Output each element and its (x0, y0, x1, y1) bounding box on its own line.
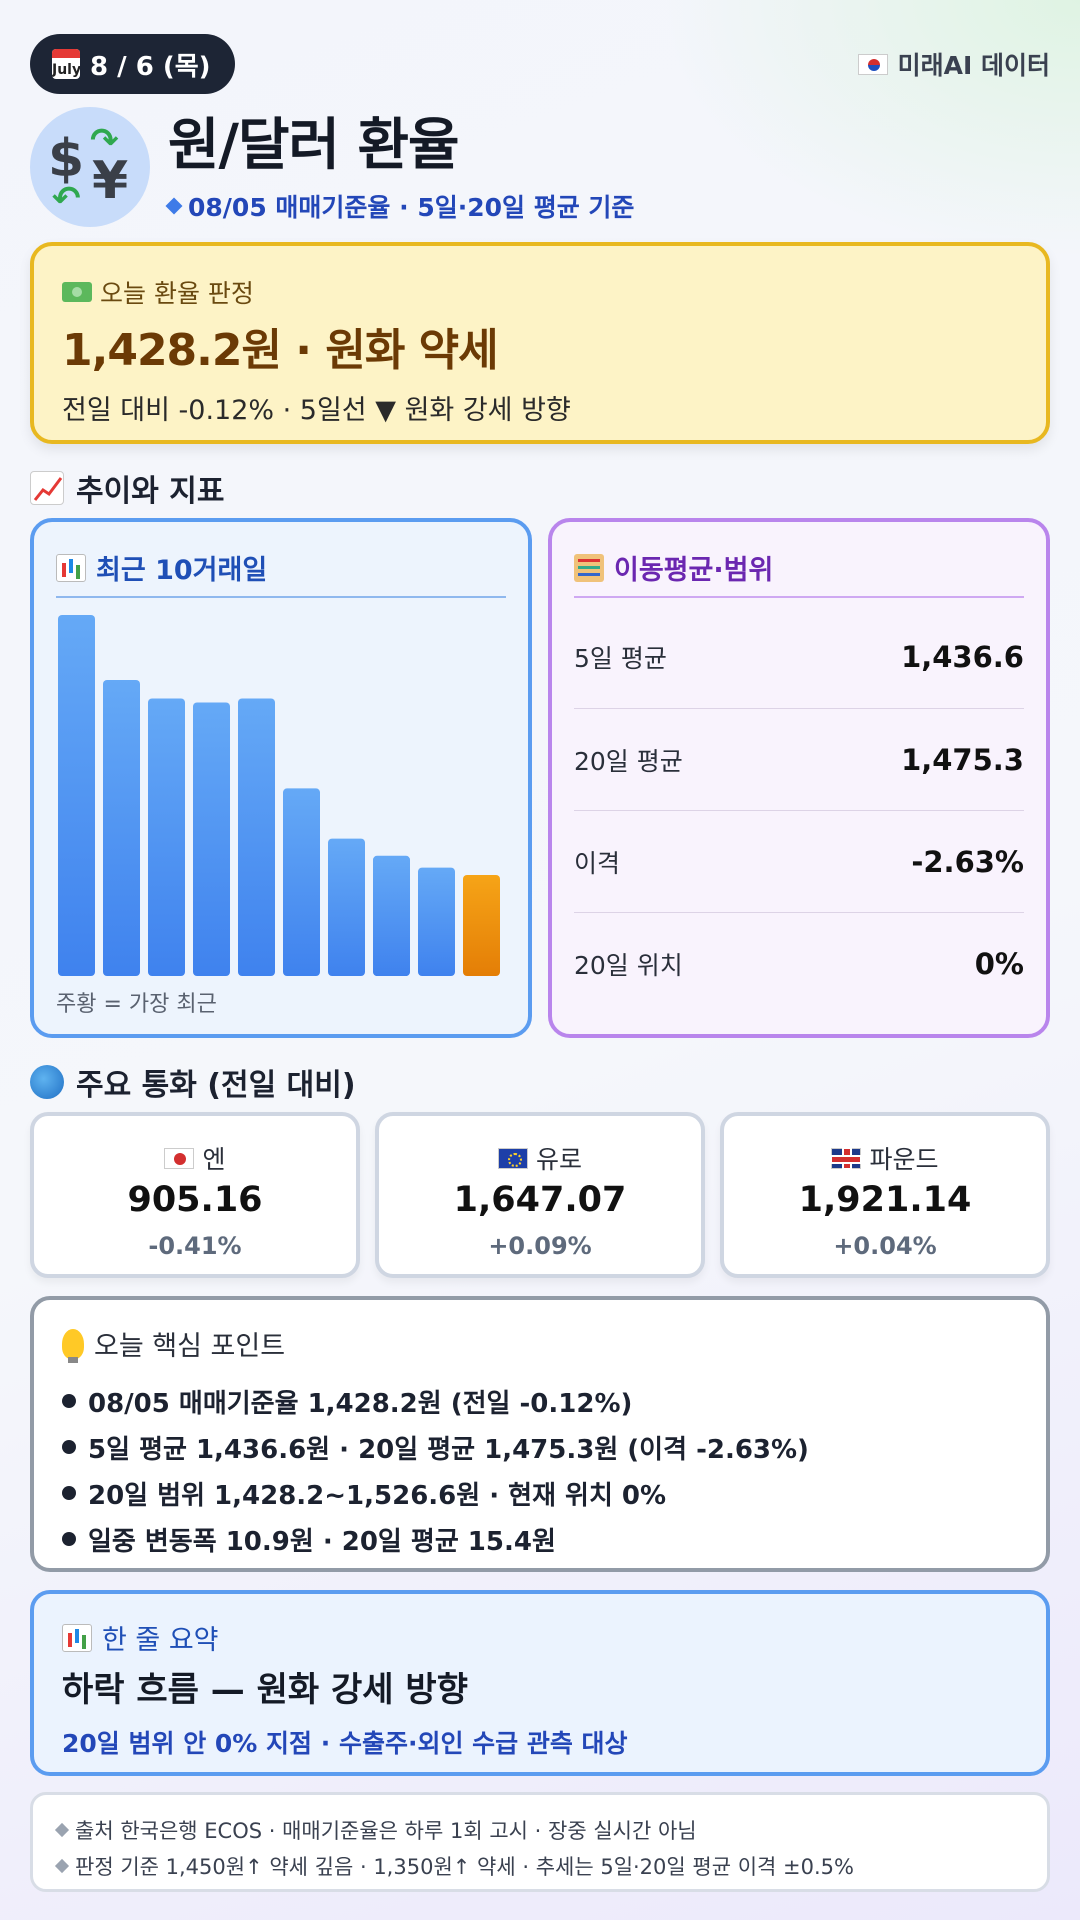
diamond-icon (165, 197, 183, 215)
divider (56, 596, 506, 598)
key-points-title: 오늘 핵심 포인트 (62, 1324, 285, 1363)
chart-caption: 주황 = 가장 최근 (56, 992, 217, 1017)
key-points-card: 오늘 핵심 포인트 08/05 매매기준율 1,428.2원 (전일 -0.12… (30, 1296, 1050, 1572)
bullet-icon (62, 1394, 76, 1408)
section-title-trend: 추이와 지표 (30, 466, 224, 510)
currency-change: +0.04% (833, 1232, 937, 1260)
bar-chart-icon (62, 1623, 92, 1652)
page-title: 원/달러 환율 (168, 113, 460, 178)
bar (328, 838, 365, 976)
footer-line-source: 출처 한국은행 ECOS · 매매기준율은 하루 1회 고시 · 장중 실시간 … (54, 1815, 697, 1845)
bullet-icon (62, 1532, 76, 1546)
date-text: 8 / 6 (목) (90, 51, 211, 82)
currency-value: 1,647.07 (453, 1180, 627, 1220)
globe-icon (30, 1065, 64, 1099)
chart-card-title: 최근 10거래일 (56, 548, 267, 587)
diamond-icon (54, 1822, 70, 1838)
bar (58, 615, 95, 976)
footer-line-criteria: 판정 기준 1,450원↑ 약세 깊음 · 1,350원↑ 약세 · 추세는 5… (54, 1851, 854, 1881)
calendar-icon: July (52, 49, 80, 79)
korea-flag-icon (857, 53, 888, 75)
summary-title: 한 줄 요약 (62, 1618, 219, 1657)
list-item: 5일 평균 1,436.6원 · 20일 평균 1,475.3원 (이격 -2.… (62, 1424, 809, 1470)
verdict-detail: 전일 대비 -0.12% · 5일선 ▼ 원화 강세 방향 (62, 395, 571, 426)
japan-flag-icon (164, 1147, 195, 1169)
currency-change: +0.09% (488, 1232, 592, 1260)
bar-chart-icon (56, 553, 86, 582)
moving-average-card: 이동평균·범위 5일 평균 1,436.6 20일 평균 1,475.3 이격 … (548, 518, 1050, 1038)
list-item: 08/05 매매기준율 1,428.2원 (전일 -0.12%) (62, 1378, 809, 1424)
key-points-list: 08/05 매매기준율 1,428.2원 (전일 -0.12%) 5일 평균 1… (62, 1378, 809, 1562)
ma-row-5d: 5일 평균 1,436.6 (574, 640, 1024, 674)
section-title-currency: 주요 통화 (전일 대비) (30, 1060, 356, 1104)
eu-flag-icon (497, 1147, 528, 1169)
bar (238, 698, 275, 976)
ma-row-position: 20일 위치 0% (574, 912, 1024, 1014)
ma-row-gap: 이격 -2.63% (574, 810, 1024, 912)
uk-flag-icon (831, 1147, 862, 1169)
bar (373, 855, 410, 976)
abacus-icon (574, 553, 604, 582)
summary-card: 한 줄 요약 하락 흐름 — 원화 강세 방향 20일 범위 안 0% 지점 ·… (30, 1590, 1050, 1776)
source-text: 미래AI 데이터 (897, 51, 1050, 80)
bar (193, 702, 230, 976)
date-badge: July 8 / 6 (목) (30, 34, 235, 94)
currency-value: 905.16 (127, 1180, 263, 1220)
footer-note: 출처 한국은행 ECOS · 매매기준율은 하루 1회 고시 · 장중 실시간 … (30, 1792, 1050, 1892)
divider (574, 596, 1024, 598)
bar (418, 867, 455, 976)
source-tag: 미래AI 데이터 (857, 46, 1050, 82)
ma-row-20d: 20일 평균 1,475.3 (574, 708, 1024, 810)
page-subtitle: 08/05 매매기준율 · 5일·20일 평균 기준 (165, 188, 634, 224)
bar (283, 788, 320, 976)
currency-change: -0.41% (148, 1232, 242, 1260)
bar-latest (463, 875, 500, 976)
bar (148, 698, 185, 976)
currency-card-eur: 유로 1,647.07 +0.09% (375, 1112, 705, 1278)
lightbulb-icon (62, 1328, 84, 1363)
diamond-icon (54, 1858, 70, 1874)
summary-main: 하락 흐름 — 원화 강세 방향 (62, 1670, 468, 1710)
ma-card-title: 이동평균·범위 (574, 548, 773, 587)
currency-card-gbp: 파운드 1,921.14 +0.04% (720, 1112, 1050, 1278)
bar-chart (58, 615, 500, 976)
trend-chart-icon (30, 471, 64, 505)
money-icon (62, 282, 92, 302)
currency-exchange-icon: $ ¥ ↷ ↶ (30, 107, 150, 227)
verdict-main: 1,428.2원 · 원화 약세 (62, 325, 499, 376)
bullet-icon (62, 1440, 76, 1454)
currency-value: 1,921.14 (798, 1180, 972, 1220)
recent-days-chart-card: 최근 10거래일 주황 = 가장 최근 (30, 518, 532, 1038)
summary-sub: 20일 범위 안 0% 지점 · 수출주·외인 수급 관측 대상 (62, 1729, 628, 1758)
currency-card-jpy: 엔 905.16 -0.41% (30, 1112, 360, 1278)
verdict-label: 오늘 환율 판정 (62, 274, 254, 310)
verdict-card: 오늘 환율 판정 1,428.2원 · 원화 약세 전일 대비 -0.12% ·… (30, 242, 1050, 444)
bullet-icon (62, 1486, 76, 1500)
list-item: 일중 변동폭 10.9원 · 20일 평균 15.4원 (62, 1516, 809, 1562)
list-item: 20일 범위 1,428.2~1,526.6원 · 현재 위치 0% (62, 1470, 809, 1516)
bar (103, 680, 140, 976)
